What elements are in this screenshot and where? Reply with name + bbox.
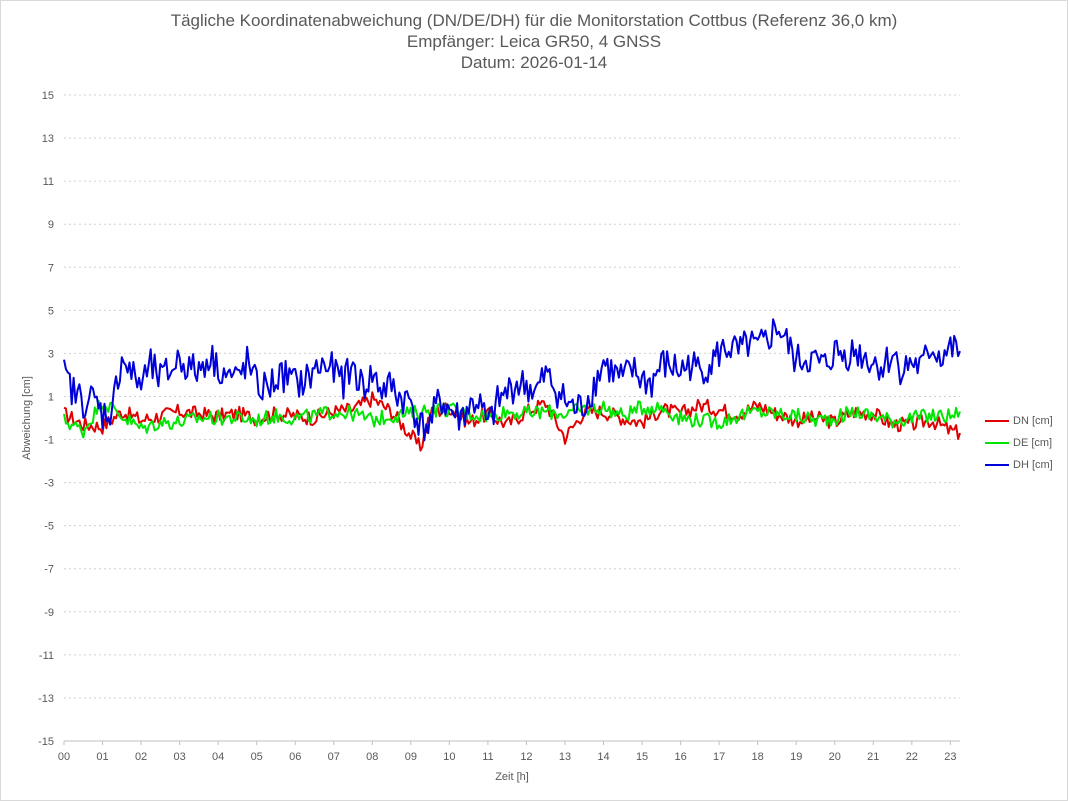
- x-tick-label: 08: [366, 751, 378, 763]
- y-tick-label: -1: [44, 435, 54, 447]
- series-line-de: [63, 399, 961, 439]
- x-tick-label: 03: [173, 751, 185, 763]
- y-tick-label: -13: [38, 693, 54, 705]
- legend-item-dn: DN [cm]: [985, 410, 1053, 432]
- x-tick-label: 15: [636, 751, 648, 763]
- x-tick-label: 22: [906, 751, 918, 763]
- legend-swatch-dh: [985, 464, 1009, 466]
- chart-subtitle-receiver: Empfänger: Leica GR50, 4 GNSS: [406, 32, 662, 51]
- x-tick-label: 07: [328, 751, 340, 763]
- y-axis-title: Abweichung [cm]: [21, 376, 33, 460]
- x-tick-label: 06: [289, 751, 301, 763]
- x-axis-title: Zeit [h]: [495, 771, 529, 783]
- legend-swatch-de: [985, 442, 1009, 444]
- legend-swatch-dn: [985, 420, 1009, 422]
- y-tick-label: -9: [44, 607, 54, 619]
- legend-label-de: DE [cm]: [1013, 437, 1053, 449]
- y-tick-label: 1: [48, 391, 54, 403]
- x-tick-label: 21: [867, 751, 879, 763]
- x-tick-label: 14: [597, 751, 609, 763]
- y-tick-label: 13: [42, 133, 54, 145]
- x-tick-label: 01: [96, 751, 108, 763]
- series-line-dh: [63, 318, 961, 442]
- x-tick-label: 13: [559, 751, 571, 763]
- x-tick-label: 16: [674, 751, 686, 763]
- x-tick-label: 20: [829, 751, 841, 763]
- y-tick-label: 9: [48, 219, 54, 231]
- chart-title-block: Tägliche Koordinatenabweichung (DN/DE/DH…: [0, 10, 1068, 73]
- y-tick-label: -11: [39, 650, 54, 662]
- legend: DN [cm] DE [cm] DH [cm]: [985, 410, 1053, 476]
- x-tick-label: 05: [251, 751, 263, 763]
- x-tick-label: 19: [790, 751, 802, 763]
- x-tick-label: 00: [58, 751, 70, 763]
- x-tick-label: 10: [443, 751, 455, 763]
- y-tick-label: -7: [44, 564, 54, 576]
- x-tick-label: 18: [752, 751, 764, 763]
- y-tick-label: -5: [44, 521, 54, 533]
- legend-label-dh: DH [cm]: [1013, 459, 1053, 471]
- y-tick-label: 15: [42, 90, 54, 102]
- legend-label-dn: DN [cm]: [1013, 415, 1053, 427]
- x-tick-label: 04: [212, 751, 224, 763]
- y-tick-label: 3: [48, 348, 54, 360]
- chart-subtitle-date: Datum: 2026-01-14: [460, 53, 608, 72]
- y-tick-label: -3: [44, 478, 54, 490]
- legend-item-dh: DH [cm]: [985, 454, 1053, 476]
- y-tick-label: 11: [43, 176, 54, 188]
- x-tick-label: 17: [713, 751, 725, 763]
- x-tick-label: 09: [405, 751, 417, 763]
- y-tick-label: 7: [48, 262, 54, 274]
- y-tick-label: 5: [48, 305, 54, 317]
- y-tick-label: -15: [38, 736, 54, 748]
- chart-title: Tägliche Koordinatenabweichung (DN/DE/DH…: [170, 11, 898, 30]
- x-tick-label: 12: [520, 751, 532, 763]
- x-tick-label: 11: [482, 751, 493, 763]
- x-tick-label: 23: [944, 751, 956, 763]
- legend-item-de: DE [cm]: [985, 432, 1053, 454]
- x-tick-label: 02: [135, 751, 147, 763]
